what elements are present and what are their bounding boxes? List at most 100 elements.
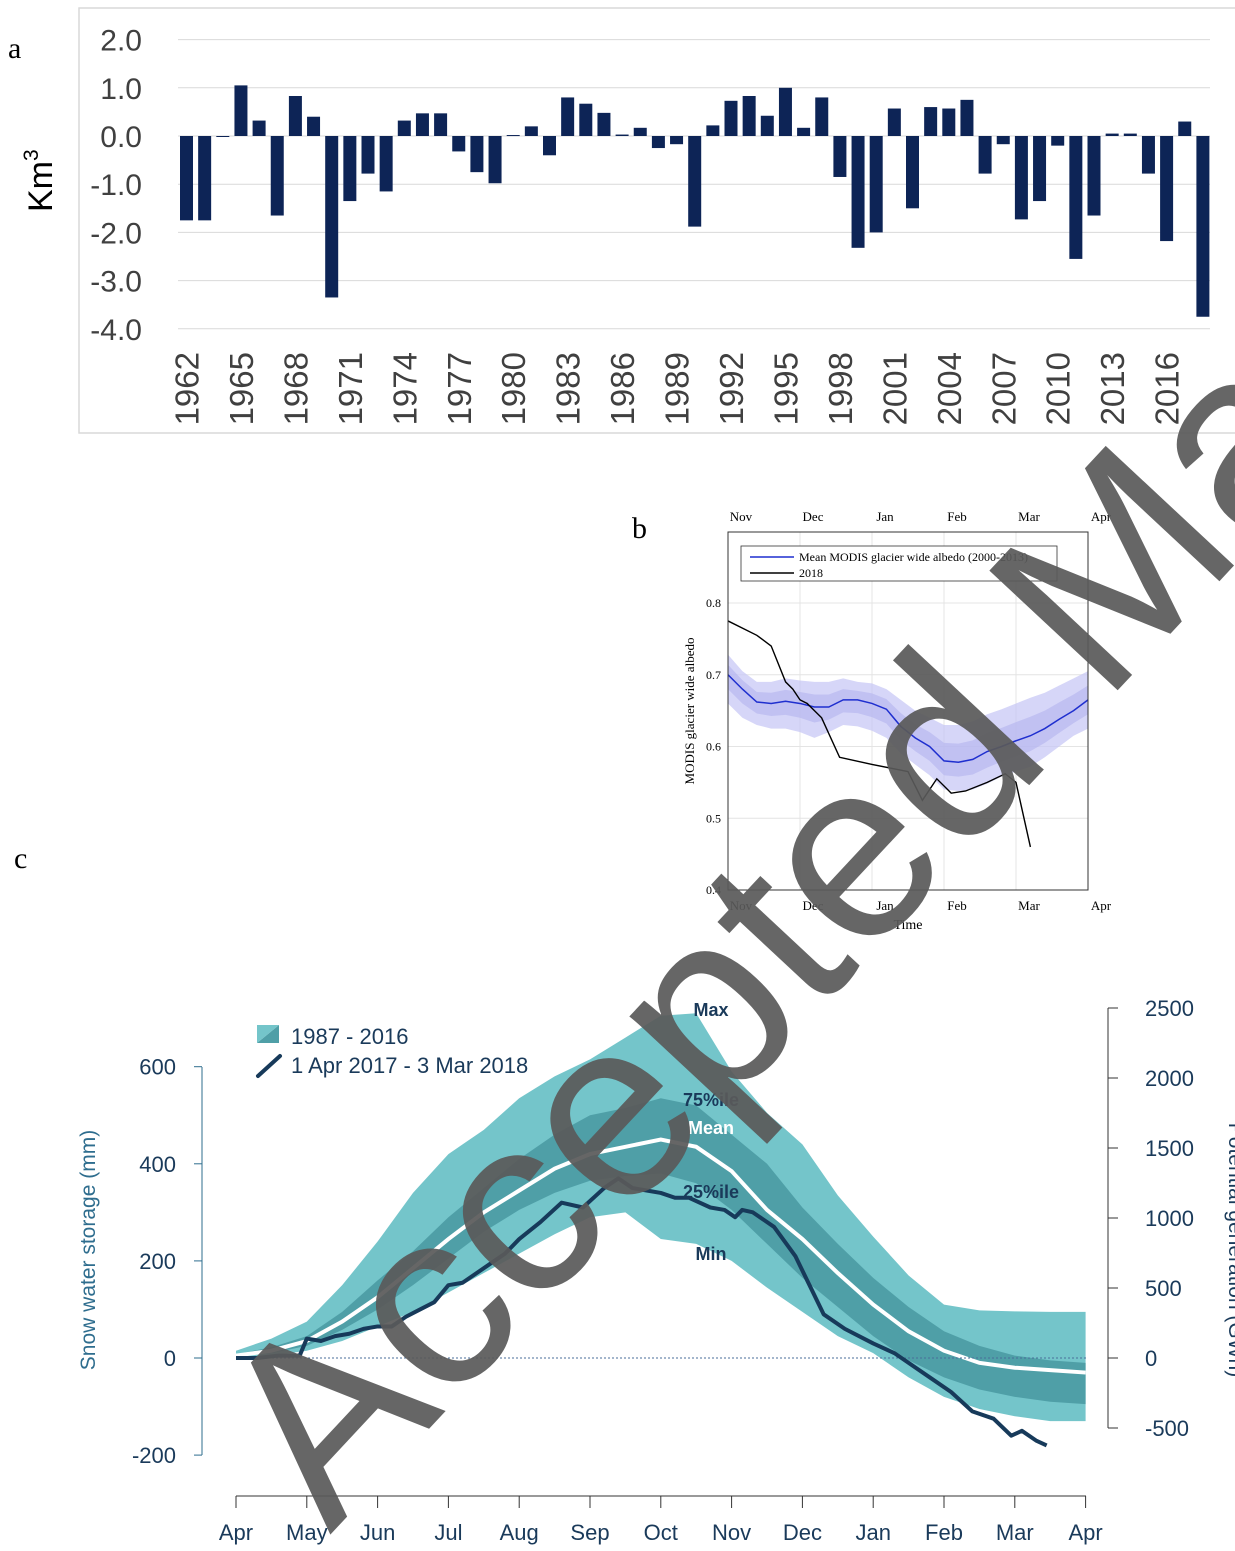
panel-a-x-tick: 2010 — [1040, 352, 1077, 425]
panel-a-bar — [524, 126, 538, 136]
panel-c-y2-tick: 2000 — [1145, 1066, 1194, 1091]
panel-b-x-axis-label: Time — [893, 918, 922, 933]
panel-a-bar — [325, 136, 339, 298]
panel-a-bar — [651, 136, 665, 149]
panel-a-bar — [343, 136, 357, 202]
panel-b-legend-label-mean: Mean MODIS glacier wide albedo (2000-201… — [799, 550, 1028, 564]
panel-a-bar — [978, 136, 992, 174]
panel-b-y-tick: 0.4 — [706, 883, 721, 897]
panel-c-y2-tick: 1000 — [1145, 1206, 1194, 1231]
legend-band-swatch-light — [257, 1025, 279, 1043]
panel-a-frame — [78, 7, 1235, 434]
panel-a-y-tick: 1.0 — [100, 73, 142, 106]
annotation-75ile: 75%ile — [683, 1090, 739, 1110]
panel-a-y-tick: -2.0 — [90, 217, 142, 250]
panel-a-x-tick: 1971 — [332, 352, 369, 425]
panel-c-y-axis-label: Snow water storage (mm) — [77, 1130, 100, 1370]
panel-a-y-axis-label: Km3 — [20, 149, 60, 212]
panel-b-albedo-chart: 0.4 0.5 0.6 0.7 0.8 Nov Dec Jan Feb Mar Apr Nov De… — [682, 509, 1112, 933]
panel-b-inner-band — [728, 664, 1088, 777]
panel-a-x-tick: 1980 — [495, 352, 532, 425]
panel-c-y2-tick: 2500 — [1145, 996, 1194, 1021]
panel-c-2017-line — [236, 1176, 1048, 1448]
panel-a-bar — [869, 136, 883, 233]
panel-a-y-tick-labels: 2.0 1.0 0.0 -1.0 -2.0 -3.0 -4.0 — [90, 25, 142, 347]
panel-b-x-tick-bottom: Jan — [876, 898, 894, 913]
panel-a-bar — [924, 107, 938, 136]
panel-c-x-tick: Jul — [434, 1520, 462, 1545]
annotation-mean: Mean — [688, 1118, 734, 1138]
panel-c-2017-path — [236, 1176, 1048, 1448]
panel-a-x-tick: 1989 — [659, 352, 696, 425]
panel-a-bar — [760, 115, 774, 136]
panel-a-bar — [452, 136, 466, 152]
panel-a-bar — [543, 136, 556, 156]
panel-label-b: b — [632, 512, 647, 545]
panel-a-x-tick: 1983 — [550, 352, 587, 425]
panel-a-bar — [216, 136, 230, 137]
panel-a-bar — [833, 136, 847, 177]
panel-b-legend-box — [740, 545, 1058, 582]
annotation-max: Max — [693, 1000, 728, 1020]
panel-a-bar — [397, 120, 411, 136]
panel-c-y-tick: 0 — [164, 1346, 176, 1371]
panel-b-x-tick-bottom: Mar — [1018, 898, 1040, 913]
panel-a-bar — [415, 113, 429, 136]
panel-b-x-tick-top: Nov — [730, 509, 753, 524]
panel-c-x-tick: Oct — [644, 1520, 678, 1545]
panel-a-bar — [488, 136, 502, 184]
panel-c-x-tick: Jun — [360, 1520, 395, 1545]
panel-a-bar — [434, 113, 448, 136]
panel-c-y2-tick: 0 — [1145, 1346, 1157, 1371]
panel-c-x-tick-labels: Apr May Jun Jul Aug Sep Oct Nov Dec Jan Feb Mar Apr — [219, 1520, 1103, 1545]
panel-a-bar — [1051, 136, 1065, 146]
panel-a-x-tick: 2007 — [985, 352, 1022, 425]
panel-label-c: c — [14, 842, 27, 875]
panel-b-x-tick-top: Dec — [803, 509, 824, 524]
panel-a-bar — [960, 99, 974, 136]
panel-c-x-tick: Aug — [500, 1520, 539, 1545]
panel-c-y-tick: -200 — [132, 1443, 176, 1468]
panel-a-y-tick: 2.0 — [100, 25, 142, 58]
panel-a-x-tick: 1998 — [822, 352, 859, 425]
panel-a-x-tick: 1977 — [441, 352, 478, 425]
panel-a-bar — [288, 95, 302, 136]
panel-c-left-tick-labels: 600 400 200 0 -200 — [132, 1055, 176, 1468]
panel-c-mean-line — [235, 1137, 1086, 1375]
panel-a-bar — [797, 127, 811, 136]
panel-a-bar — [470, 136, 484, 173]
panel-a-x-tick: 1965 — [223, 352, 260, 425]
panel-a-y-tick: -3.0 — [90, 266, 142, 299]
panel-c-x-tick: Apr — [219, 1520, 253, 1545]
panel-c-bands — [235, 1013, 1086, 1422]
panel-a-bar — [1178, 121, 1192, 136]
panel-c-x-tick: Feb — [925, 1520, 963, 1545]
panel-b-x-tick-bottom: Apr — [1091, 898, 1112, 913]
panel-b-x-tick-bottom: Dec — [803, 898, 824, 913]
panel-a-x-tick: 1974 — [386, 352, 423, 425]
panel-b-y-tick: 0.7 — [706, 668, 721, 682]
panel-c-inner-band — [236, 1098, 1086, 1405]
panel-b-series-lines — [727, 620, 1089, 848]
panel-b-y-tick-labels: 0.4 0.5 0.6 0.7 0.8 — [706, 596, 721, 897]
panel-a-bar — [198, 136, 212, 221]
panel-a-bar — [815, 97, 829, 136]
panel-c-x-tick: Nov — [712, 1520, 751, 1545]
panel-b-x-tick-top: Apr — [1091, 509, 1112, 524]
panel-a-bar — [1014, 136, 1028, 220]
panel-b-x-tick-top: Jan — [876, 509, 894, 524]
panel-a-bar — [379, 136, 393, 192]
panel-a-bar — [615, 134, 629, 136]
panel-a-bar — [1033, 136, 1047, 202]
panel-a-x-tick-labels: 1962 1965 1968 1971 1974 1977 1980 1983 1986 1989… — [169, 352, 1186, 425]
panel-a-bar — [851, 136, 865, 248]
panel-c-x-tick: Dec — [783, 1520, 822, 1545]
annotation-min: Min — [696, 1244, 727, 1264]
panel-a-x-tick: 1962 — [169, 352, 206, 425]
panel-a-bar — [1141, 136, 1155, 174]
panel-b-x-tick-bottom: Nov — [730, 898, 753, 913]
panel-c-y-tick: 600 — [139, 1055, 176, 1080]
panel-a-y-tick: 0.0 — [100, 121, 142, 154]
panel-a-bar — [270, 136, 284, 216]
panel-c-right-tick-labels: 2500 2000 1500 1000 500 0 -500 — [1145, 996, 1194, 1441]
